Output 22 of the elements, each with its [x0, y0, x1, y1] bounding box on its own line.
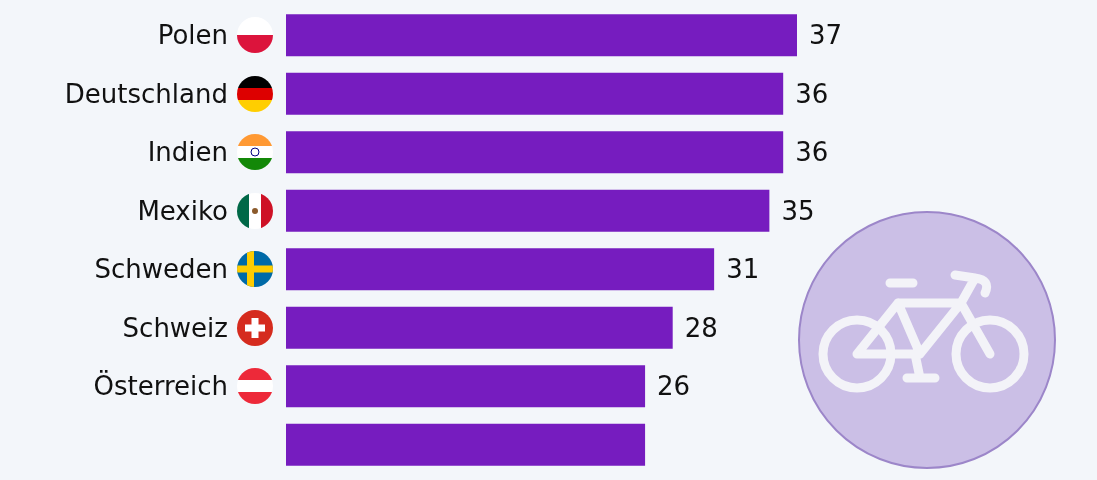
bar	[286, 306, 673, 349]
data-label: 31	[726, 254, 760, 285]
y-tick-label: Mexiko	[137, 195, 228, 226]
y-tick-label: Indien	[147, 137, 228, 168]
bar	[286, 14, 797, 57]
data-label: 28	[684, 312, 718, 343]
bar	[286, 423, 646, 466]
bar	[286, 131, 784, 174]
data-label: 37	[809, 20, 843, 51]
bar	[286, 189, 770, 232]
y-tick-label: Schweden	[94, 254, 228, 285]
bar	[286, 72, 784, 115]
y-tick-label: Deutschland	[64, 78, 228, 109]
data-label: 35	[781, 195, 815, 226]
bar	[286, 248, 715, 291]
data-label: 36	[795, 78, 829, 109]
y-tick-label: Schweiz	[122, 312, 228, 343]
y-tick-label: Polen	[157, 20, 228, 51]
bar	[286, 365, 646, 408]
y-tick-label: Österreich	[93, 370, 228, 402]
data-label: 36	[795, 137, 829, 168]
data-label: 26	[657, 371, 691, 402]
